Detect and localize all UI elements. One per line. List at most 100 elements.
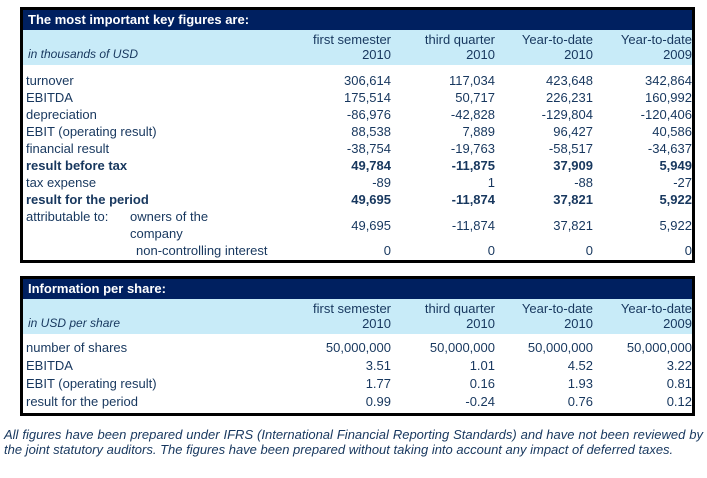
cell-value: 50,000,000 bbox=[626, 340, 692, 355]
table-row: tax expense -89 1 -88 -27 bbox=[23, 174, 692, 191]
row-label: depreciation bbox=[26, 107, 97, 122]
cell-value: 0.16 bbox=[469, 376, 495, 391]
column-header-band: in thousands of USD first semester 2010 t… bbox=[23, 30, 692, 65]
cell-value: -34,637 bbox=[647, 141, 692, 156]
table-row: financial result -38,754 -19,763 -58,517… bbox=[23, 140, 692, 157]
footnote: All figures have been prepared under IFR… bbox=[4, 427, 703, 457]
cell-value: 0 bbox=[487, 243, 495, 258]
cell-value: 49,784 bbox=[351, 158, 391, 173]
cell-value: 1 bbox=[487, 175, 495, 190]
column-header: Year-to-date 2009 bbox=[620, 301, 692, 331]
cell-value: 5,949 bbox=[659, 158, 692, 173]
cell-value: 0.12 bbox=[666, 394, 692, 409]
cell-value: 40,586 bbox=[652, 124, 692, 139]
cell-value: 342,864 bbox=[645, 73, 692, 88]
column-header: first semester 2010 bbox=[312, 32, 391, 62]
cell-value: -11,875 bbox=[451, 158, 495, 173]
cell-value: 0.76 bbox=[567, 394, 593, 409]
cell-value: 1.93 bbox=[567, 376, 593, 391]
cell-value: -42,828 bbox=[450, 107, 495, 122]
column-header: third quarter 2010 bbox=[424, 301, 495, 331]
column-header-band: in USD per share first semester 2010 thir… bbox=[23, 299, 692, 334]
cell-value: 7,889 bbox=[462, 124, 495, 139]
cell-value: 50,717 bbox=[455, 90, 495, 105]
cell-value: -120,406 bbox=[640, 107, 692, 122]
table-row: result before tax 49,784 -11,875 37,909 … bbox=[23, 157, 692, 174]
cell-value: 50,000,000 bbox=[429, 340, 495, 355]
cell-value: 37,821 bbox=[553, 192, 593, 207]
cell-value: -129,804 bbox=[541, 107, 593, 122]
table-body: number of shares 50,000,000 50,000,000 5… bbox=[23, 334, 692, 413]
column-header: first semester 2010 bbox=[312, 301, 391, 331]
table-row: EBITDA 3.51 1.01 4.52 3.22 bbox=[23, 357, 692, 375]
cell-value: 37,821 bbox=[553, 217, 593, 233]
cell-value: 5,922 bbox=[659, 192, 692, 207]
table-row: result for the period 0.99 -0.24 0.76 0.… bbox=[23, 393, 692, 411]
cell-value: 117,034 bbox=[448, 73, 495, 88]
cell-value: -89 bbox=[372, 175, 391, 190]
cell-value: 175,514 bbox=[344, 90, 391, 105]
cell-value: 0.99 bbox=[365, 394, 391, 409]
row-label: attributable to: owners of the company bbox=[23, 208, 287, 242]
row-label: non-controlling interest bbox=[136, 243, 268, 258]
cell-value: -58,517 bbox=[548, 141, 593, 156]
row-label: tax expense bbox=[26, 175, 97, 190]
row-label-prefix: attributable to: bbox=[26, 209, 109, 224]
row-label: result for the period bbox=[26, 394, 139, 409]
cell-value: 306,614 bbox=[344, 73, 391, 88]
cell-value: -86,976 bbox=[346, 107, 391, 122]
table-row-attributable: attributable to: owners of the company 4… bbox=[23, 208, 692, 242]
cell-value: 1.77 bbox=[365, 376, 391, 391]
table-row: EBIT (operating result) 88,538 7,889 96,… bbox=[23, 123, 692, 140]
table-row: depreciation -86,976 -42,828 -129,804 -1… bbox=[23, 106, 692, 123]
key-figures-table: The most important key figures are: in t… bbox=[20, 7, 695, 263]
cell-value: 88,538 bbox=[351, 124, 391, 139]
cell-value: -0.24 bbox=[465, 394, 495, 409]
cell-value: 1.01 bbox=[469, 358, 495, 373]
cell-value: 37,909 bbox=[553, 158, 593, 173]
cell-value: 3.22 bbox=[666, 358, 692, 373]
cell-value: 3.51 bbox=[365, 358, 391, 373]
table-row: non-controlling interest 0 0 0 0 bbox=[23, 242, 692, 259]
table-row: number of shares 50,000,000 50,000,000 5… bbox=[23, 339, 692, 357]
cell-value: 160,992 bbox=[645, 90, 692, 105]
table-title: Information per share: bbox=[23, 279, 692, 299]
cell-value: 96,427 bbox=[553, 124, 593, 139]
row-label: result for the period bbox=[26, 192, 149, 207]
cell-value: -11,874 bbox=[451, 192, 495, 207]
cell-value: 4.52 bbox=[567, 358, 593, 373]
cell-value: 0 bbox=[684, 243, 692, 258]
row-label: EBITDA bbox=[26, 90, 73, 105]
table-title: The most important key figures are: bbox=[23, 10, 692, 30]
cell-value: -88 bbox=[574, 175, 593, 190]
row-label: EBIT (operating result) bbox=[26, 124, 157, 139]
cell-value: 50,000,000 bbox=[325, 340, 391, 355]
column-header: Year-to-date 2010 bbox=[521, 301, 593, 331]
column-header: Year-to-date 2010 bbox=[521, 32, 593, 62]
row-label: number of shares bbox=[26, 340, 128, 355]
cell-value: 0 bbox=[585, 243, 593, 258]
column-header: Year-to-date 2009 bbox=[620, 32, 692, 62]
cell-value: 5,922 bbox=[659, 217, 692, 233]
cell-value: -11,874 bbox=[451, 217, 495, 233]
table-row: turnover 306,614 117,034 423,648 342,864 bbox=[23, 72, 692, 89]
cell-value: 50,000,000 bbox=[527, 340, 593, 355]
table-body: turnover 306,614 117,034 423,648 342,864… bbox=[23, 65, 692, 260]
row-label: EBIT (operating result) bbox=[26, 376, 157, 391]
unit-label: in thousands of USD bbox=[28, 47, 139, 61]
row-label: EBITDA bbox=[26, 358, 73, 373]
per-share-table: Information per share: in USD per share … bbox=[20, 276, 695, 416]
row-label: financial result bbox=[26, 141, 110, 156]
row-label: turnover bbox=[26, 73, 74, 88]
column-header: third quarter 2010 bbox=[424, 32, 495, 62]
cell-value: 0.81 bbox=[666, 376, 692, 391]
table-row: result for the period 49,695 -11,874 37,… bbox=[23, 191, 692, 208]
cell-value: 49,695 bbox=[351, 192, 391, 207]
cell-value: -38,754 bbox=[346, 141, 391, 156]
unit-label: in USD per share bbox=[28, 316, 121, 330]
cell-value: 0 bbox=[383, 243, 391, 258]
cell-value: 423,648 bbox=[546, 73, 593, 88]
row-label-sub: owners of the company bbox=[130, 209, 209, 241]
table-row: EBITDA 175,514 50,717 226,231 160,992 bbox=[23, 89, 692, 106]
cell-value: 49,695 bbox=[351, 217, 391, 233]
